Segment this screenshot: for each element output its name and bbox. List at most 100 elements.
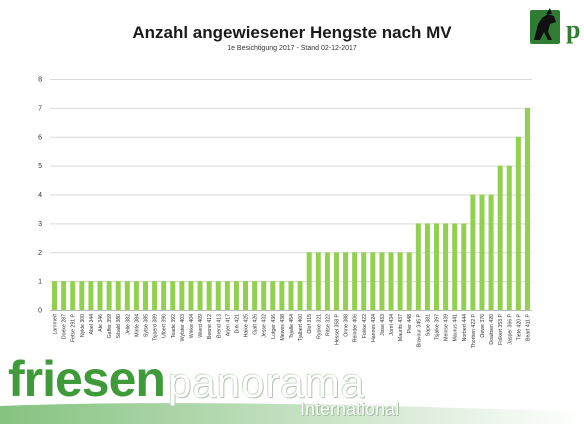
x-tick-label: Tsjalle 454 <box>289 314 295 339</box>
x-tick-label: Beart 411 P <box>525 313 531 341</box>
bar <box>315 252 321 310</box>
bar <box>397 252 403 310</box>
bar <box>288 281 294 311</box>
grid-lines <box>50 79 532 283</box>
brand-swoosh <box>0 403 584 424</box>
bar <box>443 223 449 311</box>
bar <box>88 281 94 311</box>
x-tick-label: Tiete 420 P <box>516 313 522 340</box>
bar <box>243 281 249 311</box>
bar <box>415 223 421 311</box>
bar <box>61 281 67 311</box>
bar <box>224 281 230 311</box>
bar <box>470 194 476 310</box>
bar <box>197 281 203 311</box>
x-tick-label: Lutger 436 <box>271 314 277 339</box>
svg-text:p: p <box>566 15 580 44</box>
bar <box>261 281 267 311</box>
x-tick-label: Jisse 433 <box>380 314 386 336</box>
bar <box>488 194 494 310</box>
x-tick-label: Reinder 406 <box>353 314 359 342</box>
bar <box>79 281 85 311</box>
x-tick-label: Wikke 404 <box>189 314 195 338</box>
bar <box>252 281 258 311</box>
bars <box>52 107 530 311</box>
bar <box>306 252 312 310</box>
x-tick-label: Sibald 380 <box>116 314 122 339</box>
bar <box>333 252 339 310</box>
y-tick-label: 3 <box>38 221 42 228</box>
bar <box>179 281 185 311</box>
bar <box>361 252 367 310</box>
bar <box>152 281 158 311</box>
bar <box>233 281 239 311</box>
x-tick-label: Minte 384 <box>134 314 140 337</box>
x-tick-label: Olof 315 <box>307 314 313 334</box>
bar <box>106 281 112 311</box>
x-tick-label: Mewes 438 <box>280 314 286 341</box>
x-tick-label: Hannes 424 <box>371 314 377 342</box>
x-tick-label: Sytse 385 <box>143 314 149 337</box>
x-tick-label: Wierd 409 <box>198 314 204 338</box>
bar <box>479 194 485 310</box>
bar <box>370 252 376 310</box>
chart-title: Anzahl angewiesener Hengste nach MV <box>132 23 452 42</box>
x-tick-label: Teade 392 <box>171 314 177 338</box>
x-tick-label: Dirk 421 <box>234 314 240 333</box>
bar <box>406 252 412 310</box>
x-tick-label: Tsjoerd 389 <box>153 314 159 341</box>
bar <box>497 165 503 311</box>
bar <box>270 281 276 311</box>
x-tick-label: Pier 448 <box>407 314 413 333</box>
bar <box>352 252 358 310</box>
x-tick-label: Sape 381 <box>425 314 431 336</box>
bar <box>124 281 130 311</box>
brand-panorama-text: panorama <box>168 359 366 406</box>
bar <box>188 281 194 311</box>
bar <box>515 136 521 310</box>
x-tick-label: Thorben 422 P <box>471 313 477 348</box>
y-tick-label: 4 <box>38 192 42 199</box>
bar <box>388 252 394 310</box>
y-tick-label: 1 <box>38 279 42 286</box>
y-tick-label: 7 <box>38 105 42 112</box>
brand-international-text: International <box>300 399 400 419</box>
y-tick-label: 2 <box>38 250 42 257</box>
x-tick-label: Doeke 287 <box>62 314 68 339</box>
y-axis-ticks: 0 1 2 3 4 5 6 7 8 <box>38 77 42 315</box>
x-tick-label: Doaitsen 420 <box>489 314 495 345</box>
brand-friesen-text: friesen <box>8 351 166 407</box>
x-tick-label: Hessel 358 P <box>334 313 340 344</box>
y-tick-label: 6 <box>38 134 42 141</box>
bar <box>434 223 440 311</box>
x-tick-label: Tjalbert 460 <box>298 314 304 342</box>
x-tick-label: Rypke 321 <box>316 314 322 339</box>
x-tick-label: Jorrit 434 <box>389 314 395 336</box>
bar <box>297 281 303 311</box>
x-tick-label: Jesse 432 <box>262 314 268 338</box>
bar <box>279 281 285 311</box>
x-tick-label: Ritse 322 <box>325 314 331 336</box>
x-tick-label: Wylster 403 <box>180 314 186 341</box>
bar <box>215 281 221 311</box>
bar <box>161 281 167 311</box>
x-tick-label: Fokke 422 <box>362 314 368 338</box>
bar <box>206 281 212 311</box>
x-tick-label: Nykle 300 <box>80 314 86 337</box>
bar <box>379 252 385 310</box>
bar <box>324 252 330 310</box>
x-tick-label: Maurits 437 <box>398 314 404 341</box>
y-tick-label: 5 <box>38 163 42 170</box>
horse-logo-icon: p <box>530 8 580 44</box>
x-tick-label: Beene 412 <box>207 314 213 339</box>
chart-subtitle: 1e Besichtigung 2017 - Stand 02-12-2017 <box>227 45 357 52</box>
brand-banner: friesen panorama International <box>0 348 584 424</box>
x-tick-label: Lammert <box>53 313 59 334</box>
x-tick-label: Ate 346 <box>98 314 104 332</box>
bar <box>52 281 58 311</box>
x-tick-label: Brend 413 <box>216 314 222 338</box>
x-tick-label: Arjen 417 <box>225 314 231 336</box>
bar <box>170 281 176 311</box>
x-tick-label: Norbert 444 <box>462 314 468 342</box>
